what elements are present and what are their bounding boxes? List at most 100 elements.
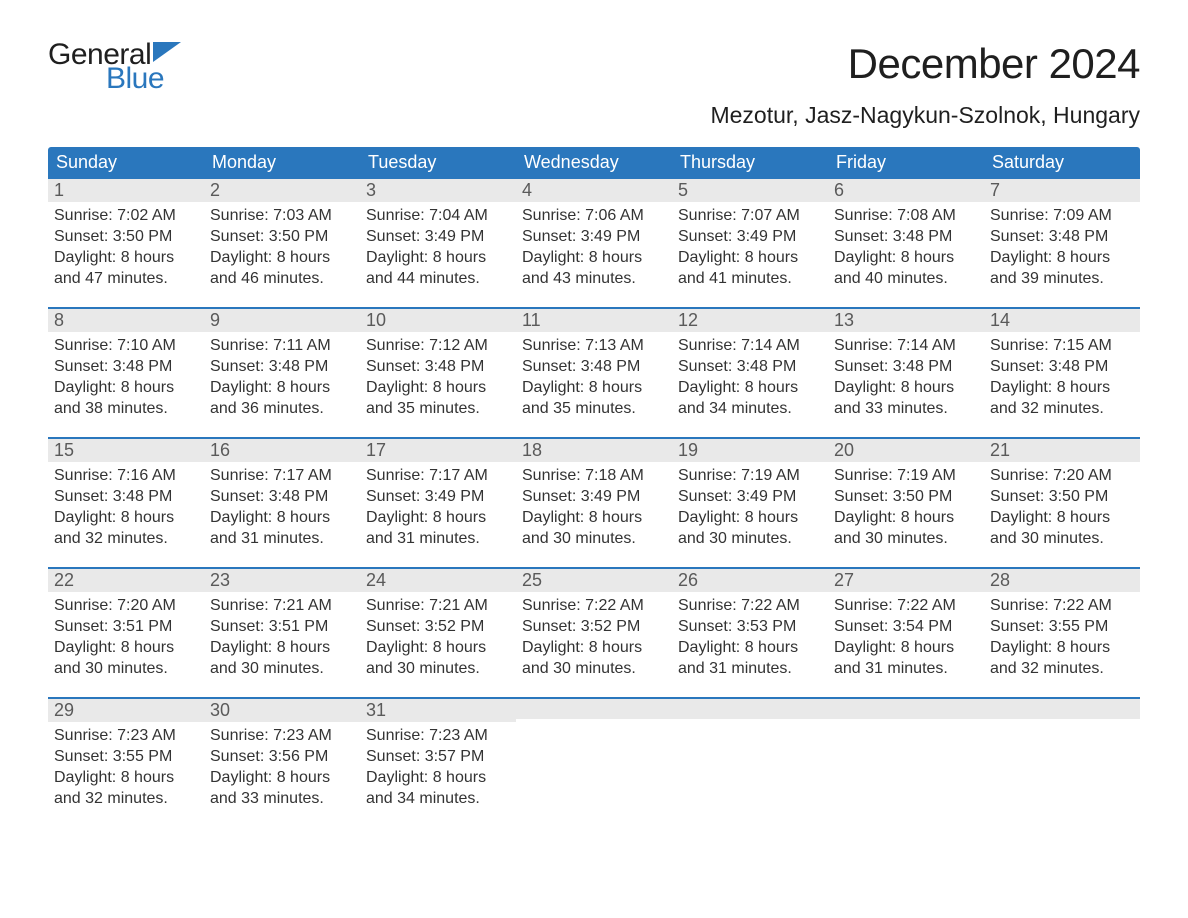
day-sunset-line: Sunset: 3:55 PM (54, 746, 198, 767)
day-sunset-line: Sunset: 3:50 PM (210, 226, 354, 247)
day-cell: 13Sunrise: 7:14 AMSunset: 3:48 PMDayligh… (828, 309, 984, 437)
day-sunrise-line: Sunrise: 7:21 AM (366, 595, 510, 616)
day-sunrise-line: Sunrise: 7:08 AM (834, 205, 978, 226)
day-body: Sunrise: 7:07 AMSunset: 3:49 PMDaylight:… (672, 202, 828, 293)
day-day2-line: and 32 minutes. (54, 528, 198, 549)
day-number-bar: 14 (984, 309, 1140, 332)
day-day1-line: Daylight: 8 hours (522, 247, 666, 268)
day-number-bar: 22 (48, 569, 204, 592)
week-row: 29Sunrise: 7:23 AMSunset: 3:55 PMDayligh… (48, 697, 1140, 827)
day-cell: 19Sunrise: 7:19 AMSunset: 3:49 PMDayligh… (672, 439, 828, 567)
day-cell: 7Sunrise: 7:09 AMSunset: 3:48 PMDaylight… (984, 179, 1140, 307)
day-number: 15 (54, 440, 74, 460)
day-day2-line: and 47 minutes. (54, 268, 198, 289)
day-day2-line: and 39 minutes. (990, 268, 1134, 289)
day-number: 8 (54, 310, 64, 330)
day-day1-line: Daylight: 8 hours (54, 377, 198, 398)
day-day2-line: and 34 minutes. (366, 788, 510, 809)
day-sunset-line: Sunset: 3:57 PM (366, 746, 510, 767)
day-sunrise-line: Sunrise: 7:23 AM (366, 725, 510, 746)
day-cell: 30Sunrise: 7:23 AMSunset: 3:56 PMDayligh… (204, 699, 360, 827)
day-cell: 22Sunrise: 7:20 AMSunset: 3:51 PMDayligh… (48, 569, 204, 697)
day-sunset-line: Sunset: 3:48 PM (366, 356, 510, 377)
week-row: 8Sunrise: 7:10 AMSunset: 3:48 PMDaylight… (48, 307, 1140, 437)
day-body: Sunrise: 7:23 AMSunset: 3:55 PMDaylight:… (48, 722, 204, 813)
day-number: 2 (210, 180, 220, 200)
day-sunset-line: Sunset: 3:48 PM (210, 486, 354, 507)
logo: General Blue (48, 40, 181, 94)
header: General Blue December 2024 Mezotur, Jasz… (48, 40, 1140, 129)
day-number-bar: 27 (828, 569, 984, 592)
day-body: Sunrise: 7:04 AMSunset: 3:49 PMDaylight:… (360, 202, 516, 293)
day-day2-line: and 46 minutes. (210, 268, 354, 289)
day-number-bar: 25 (516, 569, 672, 592)
day-day1-line: Daylight: 8 hours (678, 507, 822, 528)
week-row: 22Sunrise: 7:20 AMSunset: 3:51 PMDayligh… (48, 567, 1140, 697)
day-day2-line: and 32 minutes. (990, 398, 1134, 419)
day-sunrise-line: Sunrise: 7:22 AM (990, 595, 1134, 616)
day-cell: 14Sunrise: 7:15 AMSunset: 3:48 PMDayligh… (984, 309, 1140, 437)
day-day1-line: Daylight: 8 hours (834, 507, 978, 528)
title-block: December 2024 Mezotur, Jasz-Nagykun-Szol… (710, 40, 1140, 129)
day-sunrise-line: Sunrise: 7:19 AM (678, 465, 822, 486)
day-sunset-line: Sunset: 3:49 PM (678, 226, 822, 247)
day-day2-line: and 44 minutes. (366, 268, 510, 289)
day-sunset-line: Sunset: 3:49 PM (678, 486, 822, 507)
day-day1-line: Daylight: 8 hours (210, 507, 354, 528)
day-number-bar: 1 (48, 179, 204, 202)
day-number-bar: 8 (48, 309, 204, 332)
day-sunrise-line: Sunrise: 7:21 AM (210, 595, 354, 616)
day-body: Sunrise: 7:06 AMSunset: 3:49 PMDaylight:… (516, 202, 672, 293)
day-sunrise-line: Sunrise: 7:22 AM (678, 595, 822, 616)
day-day2-line: and 30 minutes. (522, 658, 666, 679)
day-sunset-line: Sunset: 3:56 PM (210, 746, 354, 767)
day-sunset-line: Sunset: 3:49 PM (522, 226, 666, 247)
day-cell: 8Sunrise: 7:10 AMSunset: 3:48 PMDaylight… (48, 309, 204, 437)
day-body: Sunrise: 7:09 AMSunset: 3:48 PMDaylight:… (984, 202, 1140, 293)
day-sunrise-line: Sunrise: 7:19 AM (834, 465, 978, 486)
day-body: Sunrise: 7:22 AMSunset: 3:52 PMDaylight:… (516, 592, 672, 683)
day-cell: 5Sunrise: 7:07 AMSunset: 3:49 PMDaylight… (672, 179, 828, 307)
day-number-bar: 10 (360, 309, 516, 332)
day-number-bar: 31 (360, 699, 516, 722)
day-sunrise-line: Sunrise: 7:02 AM (54, 205, 198, 226)
day-cell: 31Sunrise: 7:23 AMSunset: 3:57 PMDayligh… (360, 699, 516, 827)
day-cell: 29Sunrise: 7:23 AMSunset: 3:55 PMDayligh… (48, 699, 204, 827)
day-day2-line: and 35 minutes. (522, 398, 666, 419)
day-sunrise-line: Sunrise: 7:20 AM (54, 595, 198, 616)
day-body (672, 719, 828, 726)
day-body (516, 719, 672, 726)
day-sunset-line: Sunset: 3:49 PM (366, 486, 510, 507)
day-day1-line: Daylight: 8 hours (366, 377, 510, 398)
day-sunset-line: Sunset: 3:49 PM (522, 486, 666, 507)
day-body: Sunrise: 7:14 AMSunset: 3:48 PMDaylight:… (672, 332, 828, 423)
day-sunrise-line: Sunrise: 7:04 AM (366, 205, 510, 226)
day-number: 9 (210, 310, 220, 330)
day-number-bar: 24 (360, 569, 516, 592)
day-number-bar: 12 (672, 309, 828, 332)
day-body: Sunrise: 7:10 AMSunset: 3:48 PMDaylight:… (48, 332, 204, 423)
day-number: 20 (834, 440, 854, 460)
day-sunrise-line: Sunrise: 7:22 AM (834, 595, 978, 616)
day-body: Sunrise: 7:13 AMSunset: 3:48 PMDaylight:… (516, 332, 672, 423)
day-number: 1 (54, 180, 64, 200)
day-day2-line: and 41 minutes. (678, 268, 822, 289)
day-cell: 21Sunrise: 7:20 AMSunset: 3:50 PMDayligh… (984, 439, 1140, 567)
day-sunset-line: Sunset: 3:50 PM (990, 486, 1134, 507)
day-day2-line: and 35 minutes. (366, 398, 510, 419)
day-number: 17 (366, 440, 386, 460)
day-body: Sunrise: 7:21 AMSunset: 3:51 PMDaylight:… (204, 592, 360, 683)
day-body (984, 719, 1140, 726)
day-sunrise-line: Sunrise: 7:18 AM (522, 465, 666, 486)
day-number: 21 (990, 440, 1010, 460)
day-cell: 10Sunrise: 7:12 AMSunset: 3:48 PMDayligh… (360, 309, 516, 437)
day-cell: 1Sunrise: 7:02 AMSunset: 3:50 PMDaylight… (48, 179, 204, 307)
day-body: Sunrise: 7:17 AMSunset: 3:49 PMDaylight:… (360, 462, 516, 553)
day-cell: 20Sunrise: 7:19 AMSunset: 3:50 PMDayligh… (828, 439, 984, 567)
day-day1-line: Daylight: 8 hours (210, 377, 354, 398)
day-day1-line: Daylight: 8 hours (54, 507, 198, 528)
day-number: 30 (210, 700, 230, 720)
day-number-bar: 16 (204, 439, 360, 462)
day-day1-line: Daylight: 8 hours (990, 377, 1134, 398)
day-cell: 11Sunrise: 7:13 AMSunset: 3:48 PMDayligh… (516, 309, 672, 437)
